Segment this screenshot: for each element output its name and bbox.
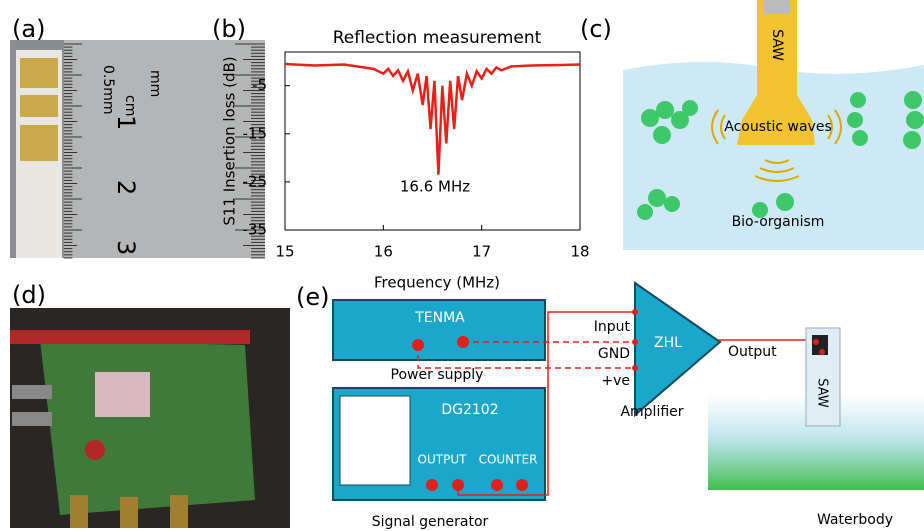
text: Output — [728, 344, 777, 360]
schematic-c: SAW Acoustic waves Bio-organism — [623, 0, 924, 250]
text: ZHL — [654, 335, 682, 351]
x-axis-label: Frequency (MHz) — [374, 274, 500, 292]
text: +ve — [601, 373, 630, 389]
text: TENMA — [414, 310, 465, 326]
ruler-number: 3 — [112, 240, 140, 255]
photo-d — [10, 308, 290, 528]
plot-frame — [285, 52, 580, 230]
y-axis-label: S11 Insertion loss (dB) — [221, 56, 239, 225]
data-line — [285, 64, 580, 175]
text: GND — [598, 346, 630, 362]
y-tick-label: -5 — [252, 76, 267, 94]
figure: (a) (b) (c) (d) (e) mm 0.5mm cm 1 2 3 Re… — [0, 0, 924, 531]
x-tick-label: 17 — [472, 243, 491, 261]
panel-label: (c) — [580, 15, 612, 43]
x-tick-label: 16 — [374, 243, 393, 261]
ruler-text: mm — [147, 70, 163, 97]
page: {"panels": {"a": "(a)", "b": "(b)", "c":… — [0, 0, 924, 531]
y-tick-label: -25 — [243, 172, 268, 190]
device-label: SAW — [769, 29, 785, 61]
text: Acoustic waves — [724, 119, 832, 135]
ruler-number: 1 — [112, 115, 140, 130]
text: COUNTER — [479, 453, 538, 467]
schematic-e: TENMA Power supply DG2102 OUTPUT COUNTER… — [333, 283, 924, 530]
text: OUTPUT — [418, 453, 468, 467]
device-label: SAW — [815, 378, 830, 408]
text: Bio-organism — [732, 214, 825, 230]
panel-label: (d) — [12, 281, 46, 309]
ruler-text: 0.5mm — [100, 65, 116, 115]
text: DG2102 — [441, 402, 498, 418]
text: Signal generator — [372, 514, 489, 530]
annotation: 16.6 MHz — [400, 178, 470, 196]
text: Amplifier — [620, 404, 683, 420]
text: Waterbody — [817, 512, 893, 528]
x-tick-label: 15 — [275, 243, 294, 261]
ruler-text: cm — [122, 95, 138, 116]
text: Power supply — [391, 367, 484, 383]
panel-label: (b) — [212, 15, 246, 43]
x-tick-label: 18 — [570, 243, 589, 261]
text: Input — [594, 319, 631, 335]
y-tick-label: -35 — [243, 221, 268, 239]
panel-label: (a) — [12, 15, 45, 43]
chart-title: Reflection measurement — [333, 28, 542, 48]
y-tick-label: -15 — [243, 124, 268, 142]
ruler-number: 2 — [112, 180, 140, 195]
panel-label: (e) — [296, 283, 330, 311]
chart: Reflection measurement Frequency (MHz) S… — [221, 28, 590, 292]
